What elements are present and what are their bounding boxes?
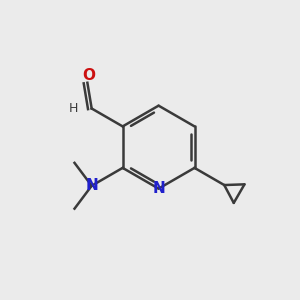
Text: H: H [68, 102, 78, 115]
Text: O: O [82, 68, 95, 83]
Text: N: N [85, 178, 98, 193]
Text: N: N [152, 181, 165, 196]
